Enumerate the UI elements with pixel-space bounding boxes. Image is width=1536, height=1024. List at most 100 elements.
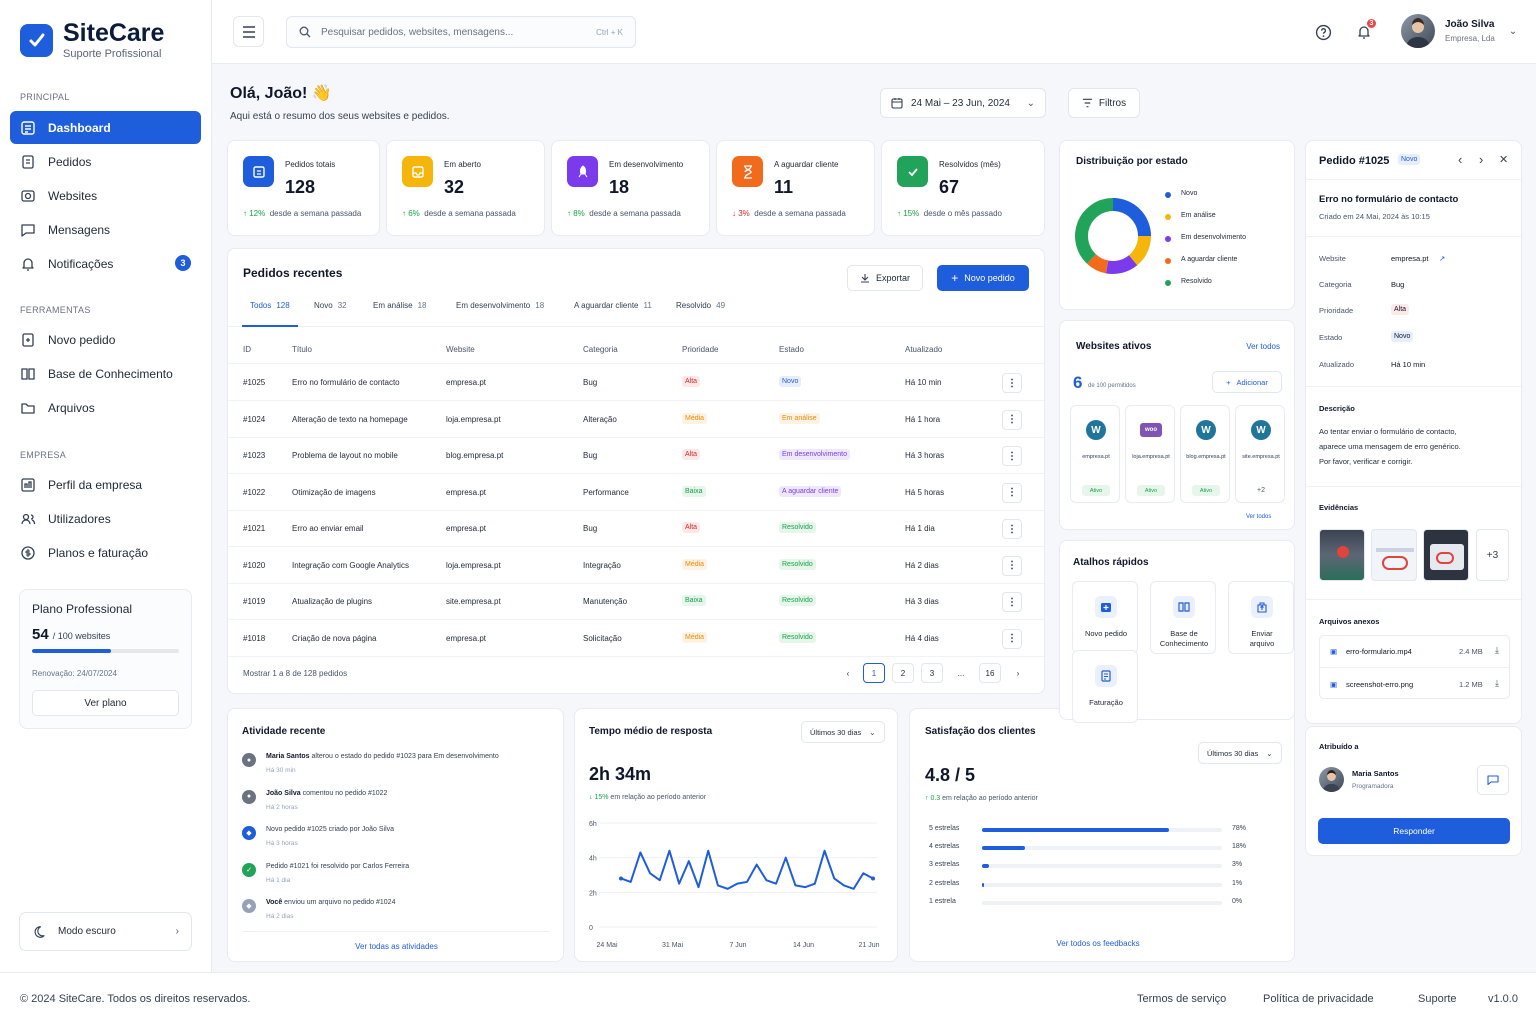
add-website-button[interactable]: + Adicionar	[1212, 371, 1282, 393]
sidebar-item-notificacoes[interactable]: Notificações 3	[10, 247, 201, 280]
tab-em-analise[interactable]: Em análise 18	[373, 301, 426, 327]
tab-resolvido[interactable]: Resolvido 49	[676, 301, 725, 327]
evidence-thumbnail[interactable]	[1371, 529, 1417, 581]
brand-logo[interactable]: SiteCare Suporte Profissional	[20, 20, 164, 60]
sidebar-item-base-conhecimento[interactable]: Base de Conhecimento	[10, 357, 201, 390]
filters-button[interactable]: Filtros	[1068, 88, 1140, 118]
table-row[interactable]: #1022 Otimização de imagens empresa.pt Perf…	[228, 475, 1044, 511]
column-header-updated[interactable]: Atualizado	[905, 345, 943, 354]
user-menu[interactable]: João Silva Empresa, Lda ⌄	[1401, 14, 1517, 48]
pagination-page-1[interactable]: 1	[863, 663, 885, 683]
stat-card-dev[interactable]: Em desenvolvimento 18 ↑ 8% desde a seman…	[551, 140, 710, 236]
view-all-websites-link[interactable]: Ver todos	[1246, 342, 1280, 351]
image-file-icon: ▣	[1330, 680, 1338, 689]
date-range-picker[interactable]: 24 Mai – 23 Jun, 2024 ⌄	[880, 88, 1046, 118]
dark-mode-toggle[interactable]: Modo escuro ›	[19, 912, 192, 951]
shortcut-knowledge-base[interactable]: Base de Conhecimento	[1150, 581, 1216, 654]
pagination-next[interactable]: ›	[1007, 663, 1029, 683]
column-header-category[interactable]: Categoria	[583, 345, 618, 354]
row-actions-button[interactable]: ⋮	[1002, 628, 1022, 649]
external-link-icon[interactable]: ↗	[1439, 254, 1446, 263]
view-all-activity-link[interactable]: Ver todas as atividades	[355, 942, 438, 951]
stat-card-resolved[interactable]: Resolvidos (mês) 67 ↑ 15% desde o mês pa…	[881, 140, 1045, 236]
export-button[interactable]: Exportar	[847, 265, 923, 291]
sidebar-item-mensagens[interactable]: Mensagens	[10, 213, 201, 246]
evidence-thumbnail[interactable]	[1423, 529, 1469, 581]
download-icon[interactable]: ⤓	[1495, 678, 1499, 688]
response-period-select[interactable]: Últimos 30 dias ⌄	[801, 721, 885, 743]
row-actions-button[interactable]: ⋮	[1002, 373, 1022, 393]
pagination-page-2[interactable]: 2	[892, 663, 914, 683]
pagination-prev[interactable]: ‹	[837, 663, 859, 683]
plan-used: 54	[32, 626, 49, 643]
menu-toggle-button[interactable]	[233, 16, 264, 47]
stat-card-total[interactable]: Pedidos totais 128 ↑ 12% desde a semana …	[227, 140, 380, 236]
tab-novo[interactable]: Novo 32	[314, 301, 347, 327]
view-all-websites-bottom-link[interactable]: Ver todos	[1246, 514, 1272, 520]
row-actions-button[interactable]: ⋮	[1002, 482, 1022, 503]
sidebar-item-dashboard[interactable]: Dashboard	[10, 111, 201, 144]
sidebar-item-planos-faturacao[interactable]: Planos e faturação	[10, 536, 201, 569]
row-website: empresa.pt	[446, 633, 487, 643]
chevron-left-icon[interactable]: ‹	[1458, 152, 1463, 167]
column-header-title[interactable]: Título	[292, 345, 313, 354]
column-header-id[interactable]: ID	[243, 345, 251, 354]
table-row[interactable]: #1021 Erro ao enviar email empresa.pt Bug Há…	[228, 511, 1044, 547]
pagination-page-16[interactable]: 16	[979, 663, 1001, 683]
sidebar-item-pedidos[interactable]: Pedidos	[10, 145, 201, 178]
table-row[interactable]: #1018 Criação de nova página empresa.pt Sol…	[228, 621, 1044, 657]
help-button[interactable]	[1312, 21, 1334, 43]
website-card[interactable]: woo loja.empresa.pt Ativo	[1125, 405, 1175, 503]
table-row[interactable]: #1019 Atualização de plugins site.empresa.…	[228, 584, 1044, 620]
stat-card-waiting[interactable]: A aguardar cliente 11 ↓ 3% desde a seman…	[716, 140, 875, 236]
footer-link-support[interactable]: Suporte	[1418, 993, 1457, 1005]
sidebar-item-novo-pedido[interactable]: Novo pedido	[10, 323, 201, 356]
close-icon[interactable]: ✕	[1499, 154, 1509, 166]
footer-link-privacy[interactable]: Política de privacidade	[1263, 993, 1374, 1005]
search-input[interactable]: Pesquisar pedidos, websites, mensagens..…	[286, 16, 636, 48]
shortcut-upload-file[interactable]: Enviar arquivo	[1228, 581, 1294, 654]
row-actions-button[interactable]: ⋮	[1002, 446, 1022, 466]
row-actions-button[interactable]: ⋮	[1002, 592, 1022, 612]
shortcut-billing[interactable]: Faturação	[1072, 650, 1138, 723]
detail-website-link[interactable]: empresa.pt	[1391, 254, 1429, 263]
evidence-more[interactable]: +3	[1476, 529, 1509, 581]
column-header-state[interactable]: Estado	[779, 345, 804, 354]
pagination-page-3[interactable]: 3	[921, 663, 943, 683]
tab-todos[interactable]: Todos 128	[242, 301, 298, 327]
sidebar-item-perfil-empresa[interactable]: Perfil da empresa	[10, 468, 201, 501]
evidence-thumbnail[interactable]	[1319, 529, 1365, 581]
file-name[interactable]: erro-formulario.mp4	[1346, 647, 1412, 656]
column-header-priority[interactable]: Prioridade	[682, 345, 719, 354]
sidebar-item-arquivos[interactable]: Arquivos	[10, 391, 201, 424]
notifications-button[interactable]: 3	[1353, 18, 1377, 43]
message-assignee-button[interactable]	[1477, 765, 1509, 795]
row-title: Problema de layout no mobile	[292, 451, 398, 460]
tab-em-desenvolvimento[interactable]: Em desenvolvimento 18	[456, 301, 544, 327]
view-all-feedback-link[interactable]: Ver todos os feedbacks	[1056, 939, 1140, 948]
download-icon[interactable]: ⤓	[1495, 645, 1499, 655]
footer-link-terms[interactable]: Termos de serviço	[1137, 993, 1227, 1005]
shortcut-new-order[interactable]: Novo pedido	[1072, 581, 1138, 654]
stat-card-open[interactable]: Em aberto 32 ↑ 6% desde a semana passada	[386, 140, 545, 236]
chevron-right-icon[interactable]: ›	[1479, 152, 1484, 167]
reply-button[interactable]: Responder	[1318, 818, 1510, 844]
row-actions-button[interactable]: ⋮	[1002, 409, 1022, 430]
new-order-button[interactable]: + Novo pedido	[937, 265, 1029, 291]
file-name[interactable]: screenshot-erro.png	[1346, 680, 1414, 689]
row-actions-button[interactable]: ⋮	[1002, 555, 1022, 576]
table-row[interactable]: #1025 Erro no formulário de contacto empre…	[228, 365, 1044, 401]
column-header-website[interactable]: Website	[446, 345, 475, 354]
tab-a-aguardar-cliente[interactable]: A aguardar cliente 11	[574, 301, 652, 327]
sidebar-item-websites[interactable]: Websites	[10, 179, 201, 212]
table-row[interactable]: #1024 Alteração de texto na homepage loja.…	[228, 402, 1044, 438]
table-row[interactable]: #1023 Problema de layout no mobile blog.em…	[228, 438, 1044, 474]
view-plan-button[interactable]: Ver plano	[32, 690, 179, 716]
satisfaction-period-select[interactable]: Últimos 30 dias ⌄	[1198, 742, 1282, 764]
row-actions-button[interactable]: ⋮	[1002, 519, 1022, 539]
sidebar-item-utilizadores[interactable]: Utilizadores	[10, 502, 201, 535]
table-row[interactable]: #1020 Integração com Google Analytics loja…	[228, 548, 1044, 584]
